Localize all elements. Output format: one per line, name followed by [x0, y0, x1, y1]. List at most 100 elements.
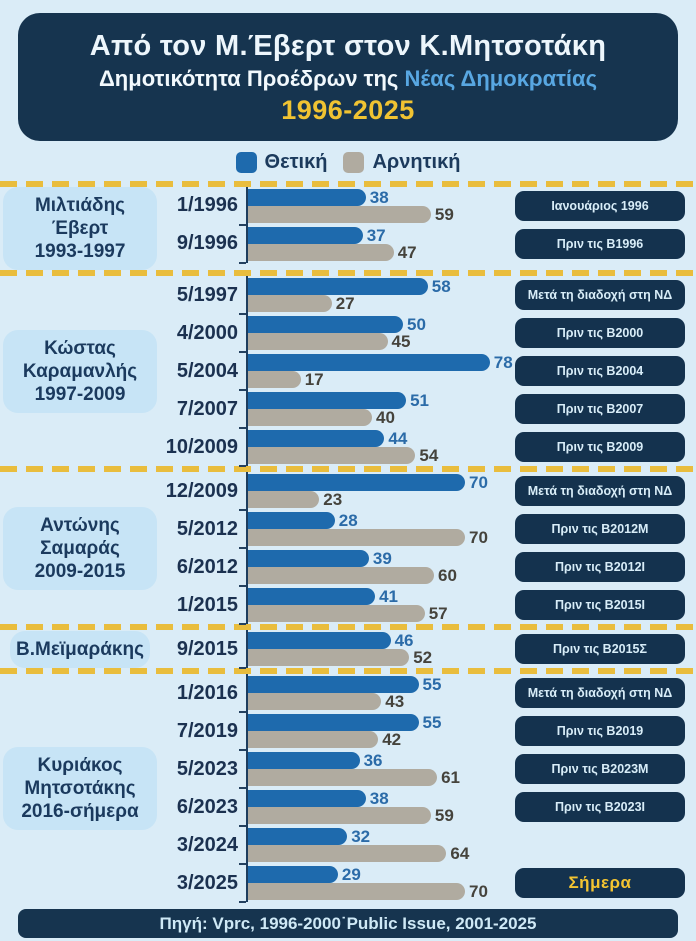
- leader-label-samaras: Αντώνης Σαμαράς 2009-2015: [3, 506, 157, 591]
- positive-value: 37: [366, 225, 386, 245]
- event-badge: Πριν τις Β2023Ι: [515, 792, 685, 823]
- row-bars: 32 64: [239, 826, 514, 866]
- positive-value: 58: [431, 277, 451, 297]
- chart-row-4-2000: 4/2000 50 45 Πριν τις Β2000: [160, 314, 696, 354]
- row-bars: 70 23: [239, 472, 514, 512]
- chart-row-7-2007: 7/2007 51 40 Πριν τις Β2007: [160, 390, 696, 430]
- negative-bar: [248, 605, 425, 623]
- source-bar: Πηγή: Vprc, 1996-2000˙Public Issue, 2001…: [18, 909, 678, 939]
- row-date-label: 1/1996: [176, 194, 238, 217]
- negative-bar: [248, 295, 332, 313]
- negative-bar: [248, 845, 447, 863]
- positive-value: 36: [363, 751, 383, 771]
- negative-value: 60: [438, 566, 457, 586]
- negative-value: 17: [304, 370, 324, 390]
- subtitle-party-name: Νέας Δημοκρατίας: [404, 66, 598, 92]
- dashed-separator: [0, 624, 696, 631]
- chart-row-12-2009: 12/2009 70 23 Μετά τη διαδοχή στη ΝΔ: [160, 472, 696, 512]
- negative-bar: [248, 491, 320, 509]
- negative-value: 54: [419, 446, 439, 466]
- chart-row-5-1997: 5/1997 58 27 Μετά τη διαδοχή στη ΝΔ: [160, 276, 696, 316]
- leader-cell: Κυριάκος Μητσοτάκης 2016-σήμερα: [0, 674, 160, 902]
- row-date-label: 5/2023: [176, 757, 238, 780]
- negative-value: 70: [469, 528, 488, 548]
- positive-value: 39: [372, 549, 392, 569]
- event-badge: Πριν τις Β2007: [515, 394, 685, 425]
- positive-value: 78: [493, 353, 513, 373]
- leader-label-meimarakis: Β.Μεϊμαράκης: [10, 630, 150, 668]
- leader-name: Αντώνης Σαμαράς: [40, 514, 120, 559]
- row-bars: 37 47: [239, 224, 514, 264]
- chart-row-6-2012: 6/2012 39 60 Πριν τις Β2012Ι: [160, 548, 696, 588]
- row-bars: 51 40: [239, 390, 514, 430]
- positive-value: 46: [394, 631, 414, 651]
- positive-bar: [248, 866, 338, 884]
- leader-name: Μιλτιάδης Έβερτ: [34, 194, 126, 239]
- source-text: Πηγή: Vprc, 1996-2000˙Public Issue, 2001…: [159, 913, 537, 933]
- page-title: Από τον Μ.Έβερτ στον Κ.Μητσοτάκη: [89, 30, 607, 62]
- event-badge: Πριν τις Β2000: [515, 318, 685, 349]
- leader-label-evert: Μιλτιάδης Έβερτ 1993-1997: [3, 186, 157, 271]
- legend-negative-label: Αρνητική: [372, 150, 461, 173]
- leader-label-karamanlis: Κώστας Καραμανλής 1997-2009: [3, 329, 157, 414]
- dashed-separator: [0, 466, 696, 473]
- row-date-label: 5/1997: [176, 283, 238, 306]
- row-date-label: 3/2024: [176, 833, 238, 856]
- negative-value: 59: [434, 204, 454, 224]
- header-panel: Από τον Μ.Έβερτ στον Κ.Μητσοτάκη Δημοτικ…: [18, 13, 678, 141]
- leader-period: 2009-2015: [34, 560, 126, 582]
- event-badge: Πριν τις Β1996: [515, 228, 685, 259]
- negative-bar: [248, 371, 301, 389]
- positive-value: 55: [422, 713, 442, 733]
- chart-row-1-2016: 1/2016 55 43 Μετά τη διαδοχή στη ΝΔ: [160, 674, 696, 714]
- row-bars: 38 59: [239, 186, 514, 226]
- row-date-label: 6/2012: [176, 555, 238, 578]
- row-date-label: 9/1996: [176, 232, 238, 255]
- positive-value: 38: [369, 789, 389, 809]
- leader-label-mitsotakis: Κυριάκος Μητσοτάκης 2016-σήμερα: [3, 746, 157, 831]
- chart-row-5-2004: 5/2004 78 17 Πριν τις Β2004: [160, 352, 696, 392]
- row-bars: 28 70: [239, 510, 514, 550]
- leader-name: Κυριάκος Μητσοτάκης: [24, 754, 136, 799]
- negative-value: 42: [382, 730, 402, 750]
- chart-row-7-2019: 7/2019 55 42 Πριν τις Β2019: [160, 712, 696, 752]
- negative-value: 64: [450, 844, 470, 864]
- row-date-label: 5/2012: [176, 517, 238, 540]
- negative-value: 47: [397, 242, 417, 262]
- leader-group-karamanlis: Κώστας Καραμανλής 1997-2009 5/1997 58 27…: [0, 276, 696, 468]
- event-badge: Ιανουάριος 1996: [515, 190, 685, 221]
- chart-row-3-2025: 3/2025 29 70 Σήμερα: [160, 864, 696, 904]
- positive-swatch-icon: [235, 151, 257, 173]
- event-badge: Πριν τις Β2004: [515, 356, 685, 387]
- positive-bar: [248, 474, 465, 492]
- negative-value: 45: [391, 332, 411, 352]
- negative-bar: [248, 333, 388, 351]
- chart-row-5-2012: 5/2012 28 70 Πριν τις Β2012Μ: [160, 510, 696, 550]
- dashed-separator: [0, 270, 696, 277]
- leader-period: 1993-1997: [34, 241, 126, 263]
- positive-value: 50: [407, 315, 426, 335]
- positive-bar: [248, 588, 376, 606]
- row-date-label: 1/2015: [176, 593, 238, 616]
- positive-value: 55: [422, 675, 442, 695]
- legend-positive-label: Θετική: [264, 150, 328, 173]
- leader-period: 1997-2009: [34, 383, 126, 405]
- negative-bar: [248, 447, 416, 465]
- row-date-label: 7/2019: [176, 719, 238, 742]
- positive-bar: [248, 430, 385, 448]
- positive-value: 70: [469, 473, 488, 493]
- negative-swatch-icon: [343, 151, 365, 173]
- row-date-label: 10/2009: [165, 435, 238, 458]
- leader-period: 2016-σήμερα: [21, 800, 139, 822]
- row-bars: 36 61: [239, 750, 514, 790]
- positive-bar: [248, 226, 363, 244]
- chart-row-1-1996: 1/1996 38 59 Ιανουάριος 1996: [160, 186, 696, 226]
- positive-bar: [248, 790, 366, 808]
- dashed-separator: [0, 668, 696, 675]
- chart-row-1-2015: 1/2015 41 57 Πριν τις Β2015Ι: [160, 586, 696, 626]
- event-badge: Μετά τη διαδοχή στη ΝΔ: [515, 678, 685, 709]
- row-bars: 41 57: [239, 586, 514, 626]
- negative-bar: [248, 693, 382, 711]
- chart-row-10-2009: 10/2009 44 54 Πριν τις Β2009: [160, 428, 696, 468]
- row-date-label: 4/2000: [176, 321, 238, 344]
